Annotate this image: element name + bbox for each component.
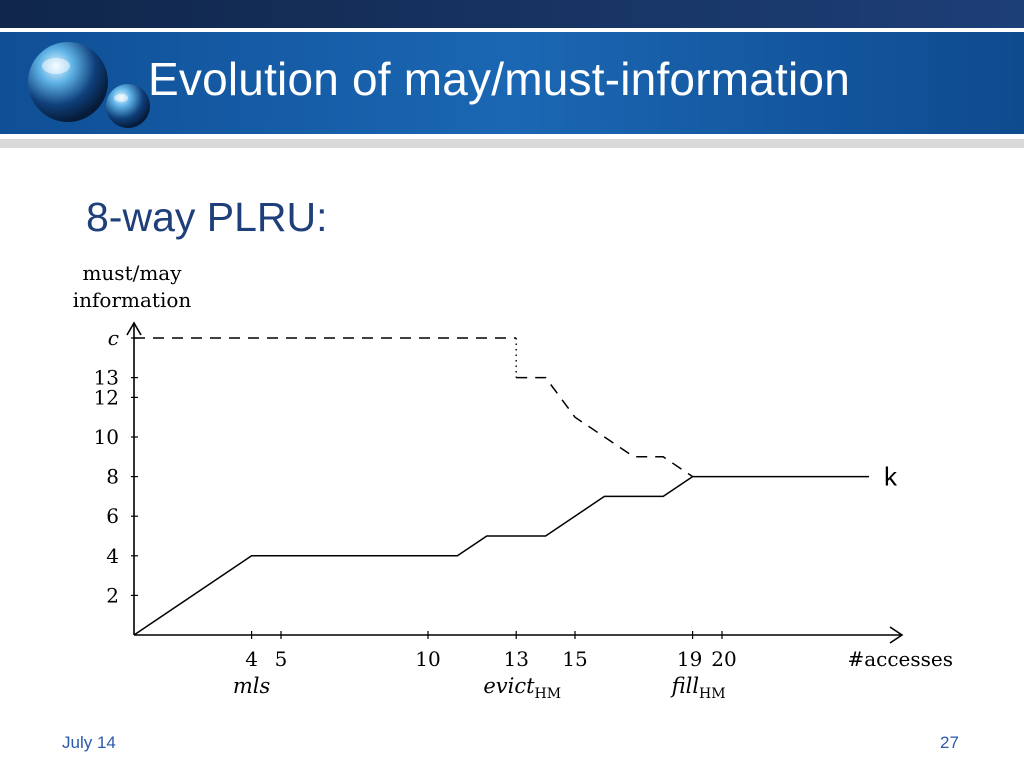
y-tick-label: c — [108, 326, 119, 350]
y-tick-label: 12 — [94, 385, 119, 409]
y-tick-label: 10 — [94, 425, 119, 449]
y-axis-label-line: information — [73, 288, 192, 312]
x-tick-label: 5 — [275, 647, 288, 671]
y-axis-arrowhead — [126, 321, 142, 336]
annotation-subscript: HM — [699, 686, 726, 702]
y-tick-label: 2 — [106, 583, 119, 607]
annotation-fill: fillHM — [670, 674, 726, 702]
y-tick-label: 4 — [106, 544, 119, 568]
footer-date: July 14 — [62, 733, 116, 752]
x-tick-label: 13 — [503, 647, 528, 671]
y-tick-label: 8 — [106, 465, 119, 489]
page-number: 27 — [940, 733, 959, 752]
y-tick-label: 13 — [94, 366, 119, 390]
x-tick-label: 19 — [677, 647, 702, 671]
y-axis-label-line: must/may — [82, 261, 182, 285]
slide-title: Evolution of may/must-information — [148, 53, 850, 105]
x-tick-label: 10 — [415, 647, 440, 671]
annotation-text: mls — [233, 674, 271, 698]
header-bar: Evolution of may/must-information — [0, 0, 1024, 150]
annotation-text: evict — [483, 674, 535, 698]
annotation-text: fill — [670, 674, 699, 698]
chart-series — [133, 337, 869, 636]
series-line-solid — [133, 475, 869, 636]
series-end-label: k — [884, 462, 898, 492]
x-tick-label: 15 — [562, 647, 587, 671]
series-line-dashed — [516, 376, 694, 478]
slide-subtitle: 8-way PLRU: — [86, 194, 328, 240]
header-background — [0, 0, 1024, 148]
x-axis-arrowhead — [889, 626, 904, 644]
crystal-spheres-icon — [28, 42, 150, 128]
annotation-mls: mls — [233, 674, 271, 698]
x-axis-label: #accesses — [847, 647, 953, 671]
chart-axes — [126, 321, 904, 644]
annotation-subscript: HM — [535, 686, 562, 702]
x-tick-label: 4 — [245, 647, 258, 671]
x-tick-label: 20 — [711, 647, 736, 671]
annotation-evict: evictHM — [483, 674, 561, 702]
y-tick-label: 6 — [106, 504, 119, 528]
